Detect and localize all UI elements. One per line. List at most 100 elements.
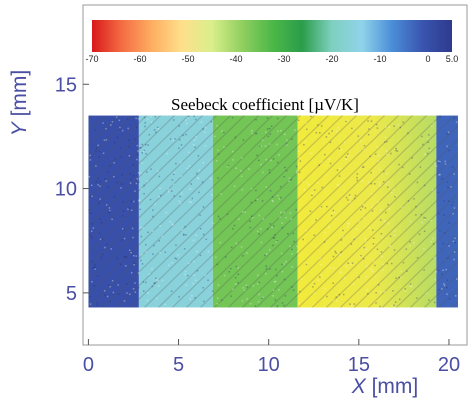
texture-speckle bbox=[323, 153, 326, 156]
texture-speckle bbox=[125, 265, 127, 267]
texture-speckle bbox=[299, 160, 302, 162]
colorbar-tick-label: 5.0 bbox=[446, 54, 459, 64]
texture-speckle bbox=[378, 169, 381, 171]
texture-speckle bbox=[142, 290, 145, 292]
texture-speckle bbox=[260, 241, 263, 244]
texture-speckle bbox=[207, 250, 210, 253]
texture-speckle bbox=[265, 131, 267, 133]
texture-speckle bbox=[150, 116, 152, 118]
texture-speckle bbox=[402, 166, 404, 169]
texture-speckle bbox=[183, 234, 185, 236]
texture-speckle bbox=[154, 282, 156, 284]
texture-speckle bbox=[340, 149, 342, 151]
texture-speckle bbox=[374, 183, 376, 185]
texture-speckle bbox=[201, 181, 204, 184]
texture-speckle bbox=[129, 182, 132, 184]
texture-speckle bbox=[367, 120, 369, 122]
texture-speckle bbox=[338, 293, 341, 296]
texture-speckle bbox=[215, 256, 217, 259]
texture-speckle bbox=[156, 126, 159, 129]
texture-speckle bbox=[419, 166, 422, 168]
texture-speckle bbox=[130, 271, 133, 274]
texture-speckle bbox=[274, 280, 277, 283]
texture-speckle bbox=[292, 232, 295, 235]
texture-speckle bbox=[188, 151, 190, 154]
texture-speckle bbox=[231, 116, 234, 119]
texture-speckle bbox=[175, 162, 177, 165]
texture-speckle bbox=[91, 223, 93, 225]
texture-speckle bbox=[379, 184, 381, 187]
texture-speckle bbox=[145, 153, 147, 155]
texture-speckle bbox=[411, 157, 413, 159]
texture-speckle bbox=[219, 218, 221, 220]
texture-speckle bbox=[391, 304, 393, 307]
texture-speckle bbox=[187, 115, 190, 118]
texture-speckle bbox=[92, 266, 95, 269]
texture-speckle bbox=[356, 176, 358, 179]
texture-speckle bbox=[269, 268, 271, 270]
texture-speckle bbox=[149, 198, 152, 201]
texture-speckle bbox=[134, 190, 136, 192]
texture-speckle bbox=[425, 292, 428, 295]
texture-speckle bbox=[234, 136, 237, 139]
texture-speckle bbox=[89, 303, 92, 305]
texture-speckle bbox=[250, 187, 253, 190]
texture-speckle bbox=[384, 126, 387, 128]
texture-speckle bbox=[363, 216, 365, 219]
texture-speckle bbox=[152, 209, 154, 211]
texture-speckle bbox=[344, 277, 346, 279]
texture-speckle bbox=[452, 201, 455, 203]
texture-speckle bbox=[438, 288, 440, 291]
texture-speckle bbox=[380, 209, 382, 211]
texture-speckle bbox=[168, 264, 170, 266]
texture-speckle bbox=[342, 236, 344, 238]
texture-speckle bbox=[180, 161, 182, 164]
texture-speckle bbox=[428, 299, 430, 301]
texture-speckle bbox=[159, 251, 161, 254]
texture-speckle bbox=[189, 187, 192, 190]
plot-frame bbox=[82, 4, 468, 346]
texture-speckle bbox=[173, 195, 176, 197]
texture-speckle bbox=[315, 131, 318, 134]
texture-speckle bbox=[398, 276, 400, 279]
texture-speckle bbox=[302, 180, 305, 183]
texture-speckle bbox=[404, 288, 407, 290]
texture-speckle bbox=[416, 297, 418, 299]
texture-speckle bbox=[91, 260, 94, 263]
texture-speckle bbox=[298, 302, 300, 304]
texture-speckle bbox=[262, 296, 264, 299]
chart-title: Seebeck coefficient [µV/K] bbox=[171, 95, 359, 114]
texture-speckle bbox=[150, 121, 153, 123]
texture-speckle bbox=[275, 268, 277, 271]
texture-speckle bbox=[454, 241, 456, 244]
texture-speckle bbox=[291, 286, 293, 288]
texture-speckle bbox=[140, 188, 143, 190]
texture-streak bbox=[88, 115, 190, 214]
texture-speckle bbox=[174, 138, 176, 140]
texture-speckle bbox=[159, 194, 162, 197]
texture-speckle bbox=[418, 233, 421, 236]
texture-speckle bbox=[285, 260, 287, 263]
texture-speckle bbox=[113, 141, 116, 144]
texture-speckle bbox=[276, 274, 278, 277]
texture-speckle bbox=[376, 127, 379, 129]
texture-speckle bbox=[251, 215, 253, 217]
texture-speckle bbox=[457, 157, 458, 160]
texture-speckle bbox=[216, 125, 218, 127]
texture-streak bbox=[395, 246, 458, 308]
texture-speckle bbox=[97, 177, 99, 180]
texture-speckle bbox=[264, 254, 266, 257]
texture-speckle bbox=[110, 124, 112, 126]
texture-speckle bbox=[331, 212, 333, 215]
texture-speckle bbox=[249, 302, 252, 305]
texture-speckle bbox=[237, 273, 240, 276]
texture-speckle bbox=[457, 143, 458, 146]
texture-speckle bbox=[155, 279, 158, 281]
texture-speckle bbox=[295, 209, 298, 211]
texture-speckle bbox=[303, 143, 305, 146]
texture-speckle bbox=[296, 245, 298, 248]
texture-speckle bbox=[283, 304, 285, 307]
texture-streak bbox=[367, 219, 458, 308]
texture-speckle bbox=[290, 178, 293, 181]
texture-speckle bbox=[360, 255, 362, 257]
